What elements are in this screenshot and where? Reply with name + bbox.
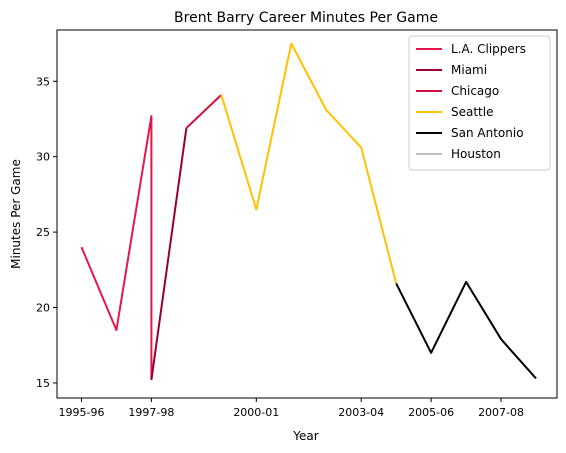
x-tick-label: 2003-04 — [338, 406, 384, 419]
chart-title: Brent Barry Career Minutes Per Game — [174, 10, 438, 26]
y-axis-label: Minutes Per Game — [9, 159, 23, 269]
x-axis: 1995-96 1997-98 2000-01 2003-04 2005-06 2007-… — [58, 398, 524, 419]
series-line-3 — [220, 42, 398, 284]
y-tick-label: 35 — [36, 75, 50, 88]
series-line-1 — [150, 127, 188, 381]
series-line-4 — [395, 280, 537, 380]
x-tick-label: 2000-01 — [233, 406, 279, 419]
legend-label: L.A. Clippers — [451, 42, 526, 56]
legend-label: San Antonio — [451, 126, 524, 140]
legend: L.A. Clippers Miami Chicago Seattle San Anto… — [408, 35, 551, 171]
series-line-0 — [80, 115, 153, 380]
x-tick-label: 1995-96 — [58, 406, 104, 419]
legend-label: Miami — [451, 63, 487, 77]
y-tick-label: 20 — [36, 302, 50, 315]
plot-lines — [80, 42, 537, 381]
y-axis: 15 20 25 30 35 — [36, 75, 57, 390]
legend-box — [408, 35, 551, 171]
x-tick-label: 2007-08 — [478, 406, 524, 419]
legend-label: Houston — [451, 147, 501, 161]
x-tick-label: 1997-98 — [128, 406, 174, 419]
x-tick-label: 2005-06 — [408, 406, 454, 419]
y-tick-label: 25 — [36, 226, 50, 239]
y-tick-label: 30 — [36, 151, 50, 164]
y-tick-label: 15 — [36, 377, 50, 390]
plot-frame — [56, 29, 558, 399]
series-line-2 — [185, 94, 222, 129]
legend-label: Seattle — [451, 105, 493, 119]
legend-label: Chicago — [451, 84, 499, 98]
x-axis-label: Year — [292, 429, 318, 443]
